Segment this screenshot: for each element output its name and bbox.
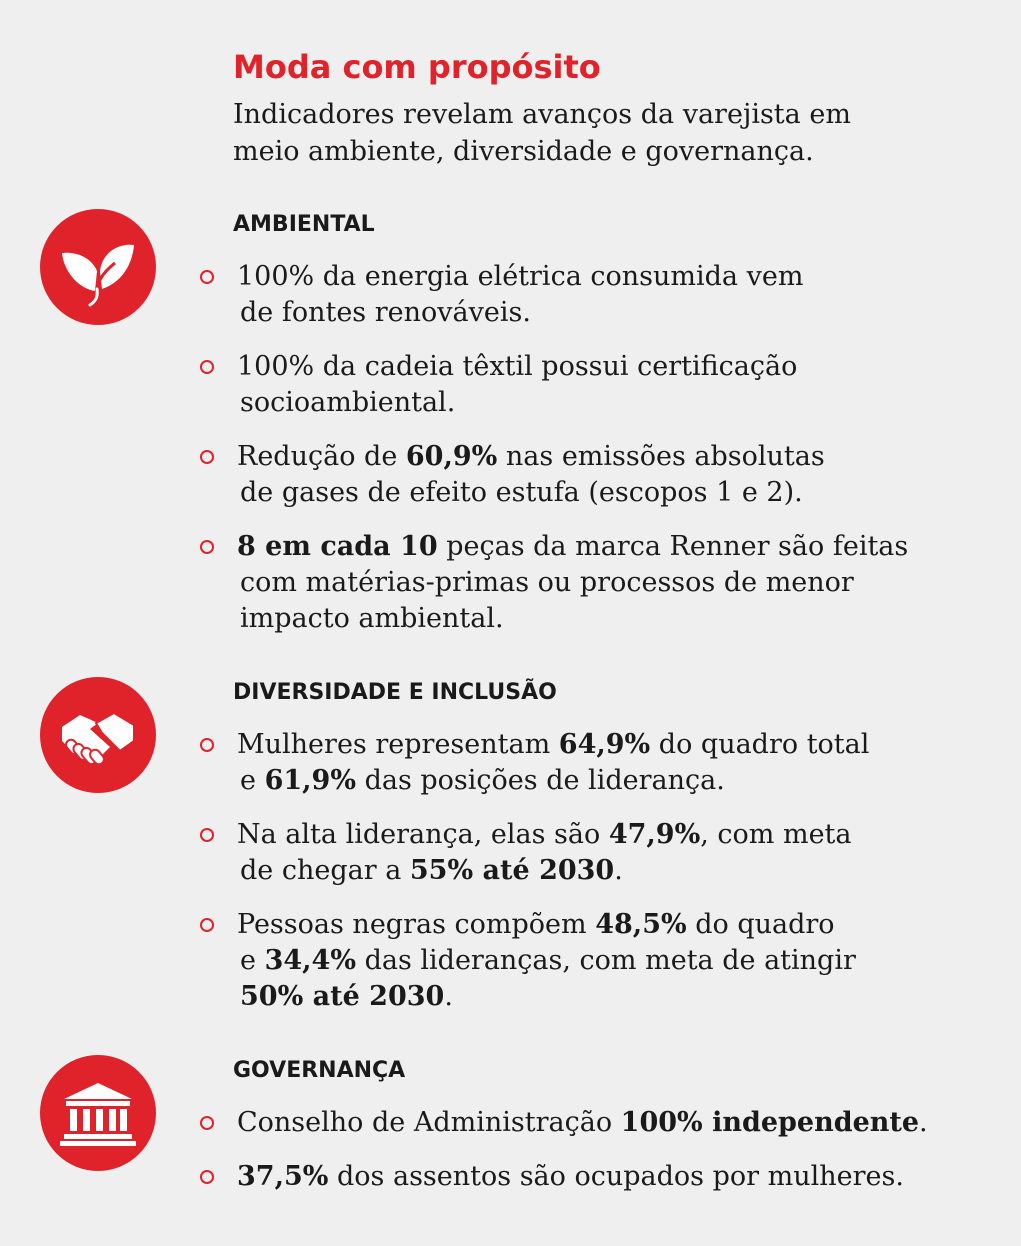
item-line: impacto ambiental.: [237, 601, 995, 637]
item-text: , com meta: [700, 819, 852, 850]
item-text: das lideranças, com meta de atingir: [355, 945, 856, 976]
item-text: socioambiental.: [240, 387, 456, 418]
item-line: socioambiental.: [237, 385, 995, 421]
list-item: Pessoas negras compõem 48,5% do quadro e …: [195, 907, 995, 1015]
item-text: Redução de: [237, 441, 406, 472]
highlight-value: 37,5%: [237, 1161, 329, 1192]
subtitle-line: meio ambiente, diversidade e governança.: [233, 136, 814, 167]
section-diversidade: DIVERSIDADE E INCLUSÃO Mulheres represen…: [195, 679, 995, 1033]
item-text: Conselho de Administração: [237, 1107, 621, 1138]
item-text: do quadro: [686, 909, 835, 940]
item-line: de fontes renováveis.: [237, 295, 995, 331]
item-text: e: [240, 945, 265, 976]
bullet-circle-icon: [200, 540, 214, 554]
highlight-value: 61,9%: [264, 765, 356, 796]
list-item: Mulheres representam 64,9% do quadro tot…: [195, 727, 995, 799]
subtitle-line: Indicadores revelam avanços da varejista…: [233, 99, 851, 130]
item-line: de chegar a 55% até 2030.: [237, 853, 995, 889]
item-line: 100% da cadeia têxtil possui certificaçã…: [237, 349, 995, 385]
item-line: Na alta liderança, elas são 47,9%, com m…: [237, 817, 995, 853]
bullet-circle-icon: [200, 450, 214, 464]
item-text: .: [444, 981, 453, 1012]
bullet-circle-icon: [200, 918, 214, 932]
list-item: 37,5% dos assentos são ocupados por mulh…: [195, 1159, 995, 1195]
list-item: 100% da cadeia têxtil possui certificaçã…: [195, 349, 995, 421]
item-text: 100% da cadeia têxtil possui certificaçã…: [237, 351, 798, 382]
item-text: Na alta liderança, elas são: [237, 819, 609, 850]
bullet-circle-icon: [200, 360, 214, 374]
item-line: de gases de efeito estufa (escopos 1 e 2…: [237, 475, 995, 511]
item-text: de chegar a: [240, 855, 410, 886]
highlight-value: 50% até 2030: [240, 981, 445, 1012]
item-line: 50% até 2030.: [237, 979, 995, 1015]
item-line: Conselho de Administração 100% independe…: [237, 1105, 995, 1141]
item-line: Pessoas negras compõem 48,5% do quadro: [237, 907, 995, 943]
item-text: do quadro total: [650, 729, 870, 760]
item-line: Mulheres representam 64,9% do quadro tot…: [237, 727, 995, 763]
highlight-value: 55% até 2030: [409, 855, 615, 886]
bank-icon: [40, 1055, 156, 1171]
highlight-value: 8 em cada 10: [237, 531, 438, 562]
item-line: com matérias-primas ou processos de meno…: [237, 565, 995, 601]
bullet-circle-icon: [200, 828, 214, 842]
section-governanca: GOVERNANÇA Conselho de Administração 100…: [195, 1057, 995, 1213]
item-line: Redução de 60,9% nas emissões absolutas: [237, 439, 995, 475]
item-text: impacto ambiental.: [240, 603, 504, 634]
item-text: com matérias-primas ou processos de meno…: [240, 567, 854, 598]
item-line: e 34,4% das lideranças, com meta de atin…: [237, 943, 995, 979]
item-text: nas emissões absolutas: [497, 441, 825, 472]
subtitle: Indicadores revelam avanços da varejista…: [233, 96, 993, 170]
highlight-value: 48,5%: [595, 909, 687, 940]
highlight-value: 60,9%: [405, 441, 498, 472]
item-text: das posições de liderança.: [355, 765, 725, 796]
bullet-list: 100% da energia elétrica consumida vem de…: [195, 259, 995, 637]
item-text: e: [240, 765, 265, 796]
list-item: Conselho de Administração 100% independe…: [195, 1105, 995, 1141]
item-text: peças da marca Renner são feitas: [437, 531, 909, 562]
item-text: de fontes renováveis.: [240, 297, 531, 328]
section-heading: AMBIENTAL: [233, 212, 375, 237]
highlight-value: 100% independente: [620, 1107, 920, 1138]
item-line: 37,5% dos assentos são ocupados por mulh…: [237, 1159, 995, 1195]
list-item: Na alta liderança, elas são 47,9%, com m…: [195, 817, 995, 889]
section-heading: GOVERNANÇA: [233, 1058, 406, 1083]
page-title: Moda com propósito: [233, 48, 601, 86]
highlight-value: 34,4%: [264, 945, 356, 976]
highlight-value: 47,9%: [608, 819, 701, 850]
item-text: Mulheres representam: [237, 729, 559, 760]
bullet-circle-icon: [200, 738, 214, 752]
item-text: 100% da energia elétrica consumida vem: [237, 261, 804, 292]
item-text: .: [919, 1107, 928, 1138]
item-text: de gases de efeito estufa (escopos 1 e 2…: [240, 477, 803, 508]
bullet-list: Mulheres representam 64,9% do quadro tot…: [195, 727, 995, 1015]
highlight-value: 64,9%: [558, 729, 651, 760]
item-text: Pessoas negras compõem: [237, 909, 596, 940]
bullet-list: Conselho de Administração 100% independe…: [195, 1105, 995, 1195]
bullet-circle-icon: [200, 1170, 214, 1184]
item-text: dos assentos são ocupados por mulheres.: [328, 1161, 904, 1192]
item-line: 100% da energia elétrica consumida vem: [237, 259, 995, 295]
section-ambiental: AMBIENTAL 100% da energia elétrica consu…: [195, 211, 995, 655]
leaf-icon: [40, 209, 156, 325]
item-line: 8 em cada 10 peças da marca Renner são f…: [237, 529, 995, 565]
list-item: Redução de 60,9% nas emissões absolutas d…: [195, 439, 995, 511]
list-item: 100% da energia elétrica consumida vem de…: [195, 259, 995, 331]
item-text: .: [614, 855, 623, 886]
bullet-circle-icon: [200, 270, 214, 284]
section-heading: DIVERSIDADE E INCLUSÃO: [233, 680, 557, 705]
handshake-icon: [40, 677, 156, 793]
list-item: 8 em cada 10 peças da marca Renner são f…: [195, 529, 995, 637]
bullet-circle-icon: [200, 1116, 214, 1130]
item-line: e 61,9% das posições de liderança.: [237, 763, 995, 799]
